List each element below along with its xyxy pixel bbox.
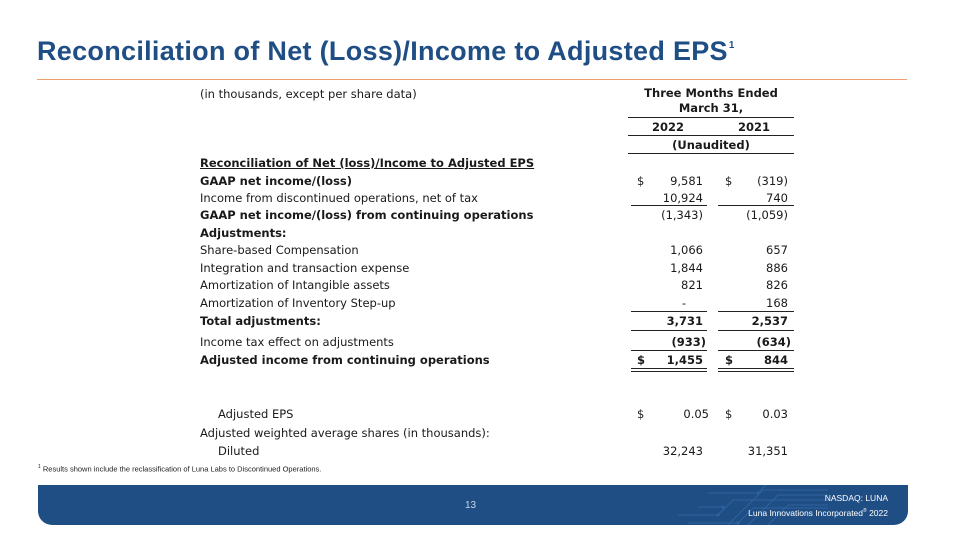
- total-double-rule: [631, 368, 707, 369]
- subtotal-rule: [718, 350, 794, 351]
- stock-ticker: NASDAQ: LUNA: [824, 493, 888, 503]
- row-label: Adjusted income from continuing operatio…: [200, 353, 490, 367]
- value-2022: 1,844: [670, 261, 703, 275]
- currency-symbol: $: [725, 174, 733, 188]
- total-double-rule: [631, 371, 707, 372]
- row-label: Integration and transaction expense: [200, 261, 410, 275]
- currency-symbol: $: [725, 353, 734, 367]
- row-label: Share-based Compensation: [200, 243, 359, 257]
- row-label: Adjustments:: [200, 226, 287, 240]
- footnote-marker: 1: [38, 464, 41, 470]
- value-2022: 0.05: [683, 407, 709, 421]
- value-2021: 2,537: [751, 314, 788, 328]
- value-2022: 32,243: [662, 444, 703, 458]
- value-2021: 844: [763, 353, 788, 367]
- value-2021: 826: [766, 278, 788, 292]
- currency-symbol: $: [637, 407, 645, 421]
- row-label: Adjusted weighted average shares (in tho…: [200, 426, 490, 440]
- value-2022: (1,343): [661, 208, 703, 222]
- total-double-rule: [718, 368, 794, 369]
- value-2021: 31,351: [747, 444, 788, 458]
- value-2022: 1,066: [670, 243, 703, 257]
- footer-bar: 13 NASDAQ: LUNA Luna Innovations Incorpo…: [38, 485, 908, 525]
- row-label: GAAP net income/(loss) from continuing o…: [200, 208, 534, 222]
- units-label: (in thousands, except per share data): [200, 87, 417, 101]
- page-number: 13: [465, 500, 477, 511]
- value-2021: 0.03: [762, 407, 788, 421]
- subtotal-rule: [718, 205, 794, 206]
- value-2022: 9,581: [670, 174, 703, 188]
- subtotal-rule: [631, 311, 707, 312]
- value-2021: (634): [756, 335, 791, 349]
- value-2021: (319): [757, 174, 788, 188]
- total-double-rule: [718, 371, 794, 372]
- period-date: March 31,: [678, 101, 744, 115]
- row-label: Adjusted EPS: [218, 407, 294, 421]
- title-footnote-marker: 1: [728, 40, 735, 51]
- header-rule: [628, 117, 794, 118]
- row-label: GAAP net income/(loss): [200, 174, 353, 188]
- currency-symbol: $: [637, 353, 646, 367]
- row-label: Amortization of Intangible assets: [200, 278, 390, 292]
- value-2021: 886: [766, 261, 788, 275]
- currency-symbol: $: [637, 174, 645, 188]
- value-2022: (933): [671, 335, 706, 349]
- value-2022: 1,455: [666, 353, 703, 367]
- title-divider: [37, 79, 907, 80]
- currency-symbol: $: [725, 407, 733, 421]
- subtotal-rule: [631, 330, 707, 331]
- circuit-pattern-decoration: [678, 485, 828, 525]
- column-header-2022: 2022: [651, 120, 684, 134]
- period-header: Three Months Ended: [644, 86, 778, 100]
- value-2022: 821: [681, 278, 703, 292]
- page-title: Reconciliation of Net (Loss)/Income to A…: [37, 36, 735, 66]
- row-label: Income tax effect on adjustments: [200, 335, 394, 349]
- unaudited-label: (Unaudited): [672, 138, 750, 152]
- subtotal-rule: [631, 350, 707, 351]
- header-rule: [628, 153, 794, 154]
- row-label: Total adjustments:: [200, 314, 321, 328]
- value-2022: -: [681, 296, 686, 310]
- value-2021: 168: [766, 296, 788, 310]
- subtotal-rule: [718, 330, 794, 331]
- value-2021: 740: [766, 191, 788, 205]
- subtotal-rule: [718, 311, 794, 312]
- value-2021: (1,059): [746, 208, 788, 222]
- value-2022: 3,731: [666, 314, 703, 328]
- value-2022: 10,924: [662, 191, 703, 205]
- header-rule: [628, 135, 794, 136]
- row-label: Amortization of Inventory Step-up: [200, 296, 396, 310]
- row-label: Income from discontinued operations, net…: [200, 191, 478, 205]
- row-label: Diluted: [218, 444, 260, 458]
- subtotal-rule: [631, 205, 707, 206]
- company-name: Luna Innovations Incorporated® 2022: [748, 508, 888, 518]
- footnote: 1 Results shown include the reclassifica…: [38, 464, 322, 474]
- column-header-2021: 2021: [737, 120, 770, 134]
- value-2021: 657: [766, 243, 788, 257]
- section-title: Reconciliation of Net (loss)/Income to A…: [200, 156, 535, 170]
